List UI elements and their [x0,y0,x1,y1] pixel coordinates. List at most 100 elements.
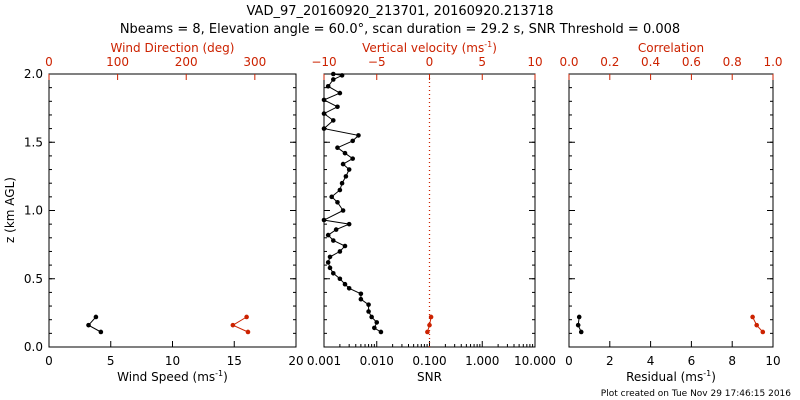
data-point-black [86,322,91,328]
x-top-tick-label: 10 [527,55,542,69]
x-top-tick-label: 5 [478,55,486,69]
data-point-black [325,83,331,89]
x-top-axis-label: Vertical velocity (ms-1) [362,40,497,55]
x-bottom-tick-label: 10 [165,354,180,368]
data-point-red [760,329,766,335]
x-top-tick-label: 100 [106,55,129,69]
data-point-black [340,208,346,213]
y-tick-label: 0.0 [24,340,43,354]
x-bottom-tick-label: 10.000 [514,354,556,368]
figure-subtitle: Nbeams = 8, Elevation angle = 60.0°, sca… [120,22,680,37]
x-bottom-axis-label: Wind Speed (ms-1) [117,369,228,384]
data-point-black [575,322,581,328]
figure-title: VAD_97_20160920_213701, 20160920.213718 [247,4,554,19]
data-point-black [321,111,327,116]
data-point-black [346,221,352,227]
data-point-red [750,314,755,320]
data-point-black [350,156,355,161]
y-axis-label: z (km AGL) [3,177,17,243]
data-point-black [321,217,327,223]
x-top-tick-label: 0 [426,55,434,69]
data-point-black [578,329,584,335]
data-point-red [754,322,759,328]
data-point-black [378,329,384,335]
data-point-black [335,104,340,110]
series-line-black [322,73,382,333]
data-point-black [325,260,331,265]
x-bottom-tick-label: 0.010 [360,354,394,368]
y-tick-label: 2.0 [24,67,43,81]
data-point-black [337,90,343,96]
x-bottom-tick-label: 6 [688,354,696,368]
y-tick-label: 0.5 [24,272,43,286]
data-point-black [342,281,348,287]
plot-frame [48,73,297,348]
x-top-tick-label: 0.0 [559,55,578,69]
data-point-red [427,322,432,328]
data-point-black [366,302,371,307]
data-point-black [321,97,327,103]
data-point-black [335,200,340,205]
x-bottom-tick-label: 5 [107,354,115,368]
x-bottom-tick-label: 0.001 [307,354,341,368]
data-point-black [327,265,333,271]
x-top-tick-label: 0 [45,55,53,69]
x-bottom-tick-label: 4 [647,354,655,368]
data-point-black [330,270,336,276]
x-top-tick-label: 200 [175,55,198,69]
plot-frame [568,73,774,348]
data-point-black [356,133,361,138]
data-point-black [372,325,377,331]
data-point-black [330,77,336,82]
data-point-black [327,254,333,260]
data-point-black [342,243,348,249]
x-top-axis-label-text: Wind Direction (deg) [111,41,235,55]
data-point-black [358,291,364,297]
x-bottom-tick-label: 1.000 [465,354,499,368]
data-point-black [342,150,348,156]
x-bottom-axis-label-sup: -1 [215,369,223,378]
data-point-black [329,194,335,200]
x-bottom-tick-label: 10 [765,354,780,368]
x-bottom-axis-label-end: ) [711,370,716,384]
data-point-black [576,314,582,320]
data-point-black [333,227,339,232]
data-point-black [369,314,374,320]
x-top-axis-label-end: ) [492,41,497,55]
data-point-red [425,329,430,335]
x-bottom-axis-label-text: Residual (ms [626,370,703,384]
x-bottom-tick-label: 0 [45,354,53,368]
x-bottom-axis-label-text: SNR [417,370,442,384]
data-point-black [339,73,345,78]
x-top-tick-label: 1.0 [763,55,782,69]
data-point-black [98,329,104,335]
x-top-axis-label-text: Correlation [638,41,704,55]
plot-created-note: Plot created on Tue Nov 29 17:46:15 2016 [601,389,791,399]
x-bottom-tick-label: 20 [288,354,303,368]
data-point-black [343,174,349,179]
data-point-black [337,276,343,282]
y-tick-label: 1.0 [24,204,43,218]
data-point-black [337,187,343,193]
data-point-black [321,126,327,131]
x-top-tick-label: 300 [243,55,266,69]
data-point-black [339,180,345,186]
data-point-red [428,314,434,320]
data-point-black [346,286,352,291]
x-top-tick-label: 0.4 [641,55,660,69]
panel-right: 0 2 4 6 8 10 0.0 0.2 0.4 0.6 0.8 1.0 Residual (ms-1)… [559,41,782,384]
data-point-black [325,232,331,238]
data-point-red [244,314,249,320]
x-bottom-tick-label: 2 [606,354,614,368]
x-top-axis-label-sup: -1 [484,40,492,49]
x-bottom-axis-label-sup: -1 [703,369,711,378]
x-bottom-axis-label: SNR [417,370,442,384]
data-point-black [346,167,352,172]
x-bottom-axis-label-end: ) [223,370,228,384]
x-bottom-tick-label: 0.100 [412,354,446,368]
data-point-red [230,322,236,328]
data-point-black [340,161,346,167]
data-point-black [366,309,371,314]
